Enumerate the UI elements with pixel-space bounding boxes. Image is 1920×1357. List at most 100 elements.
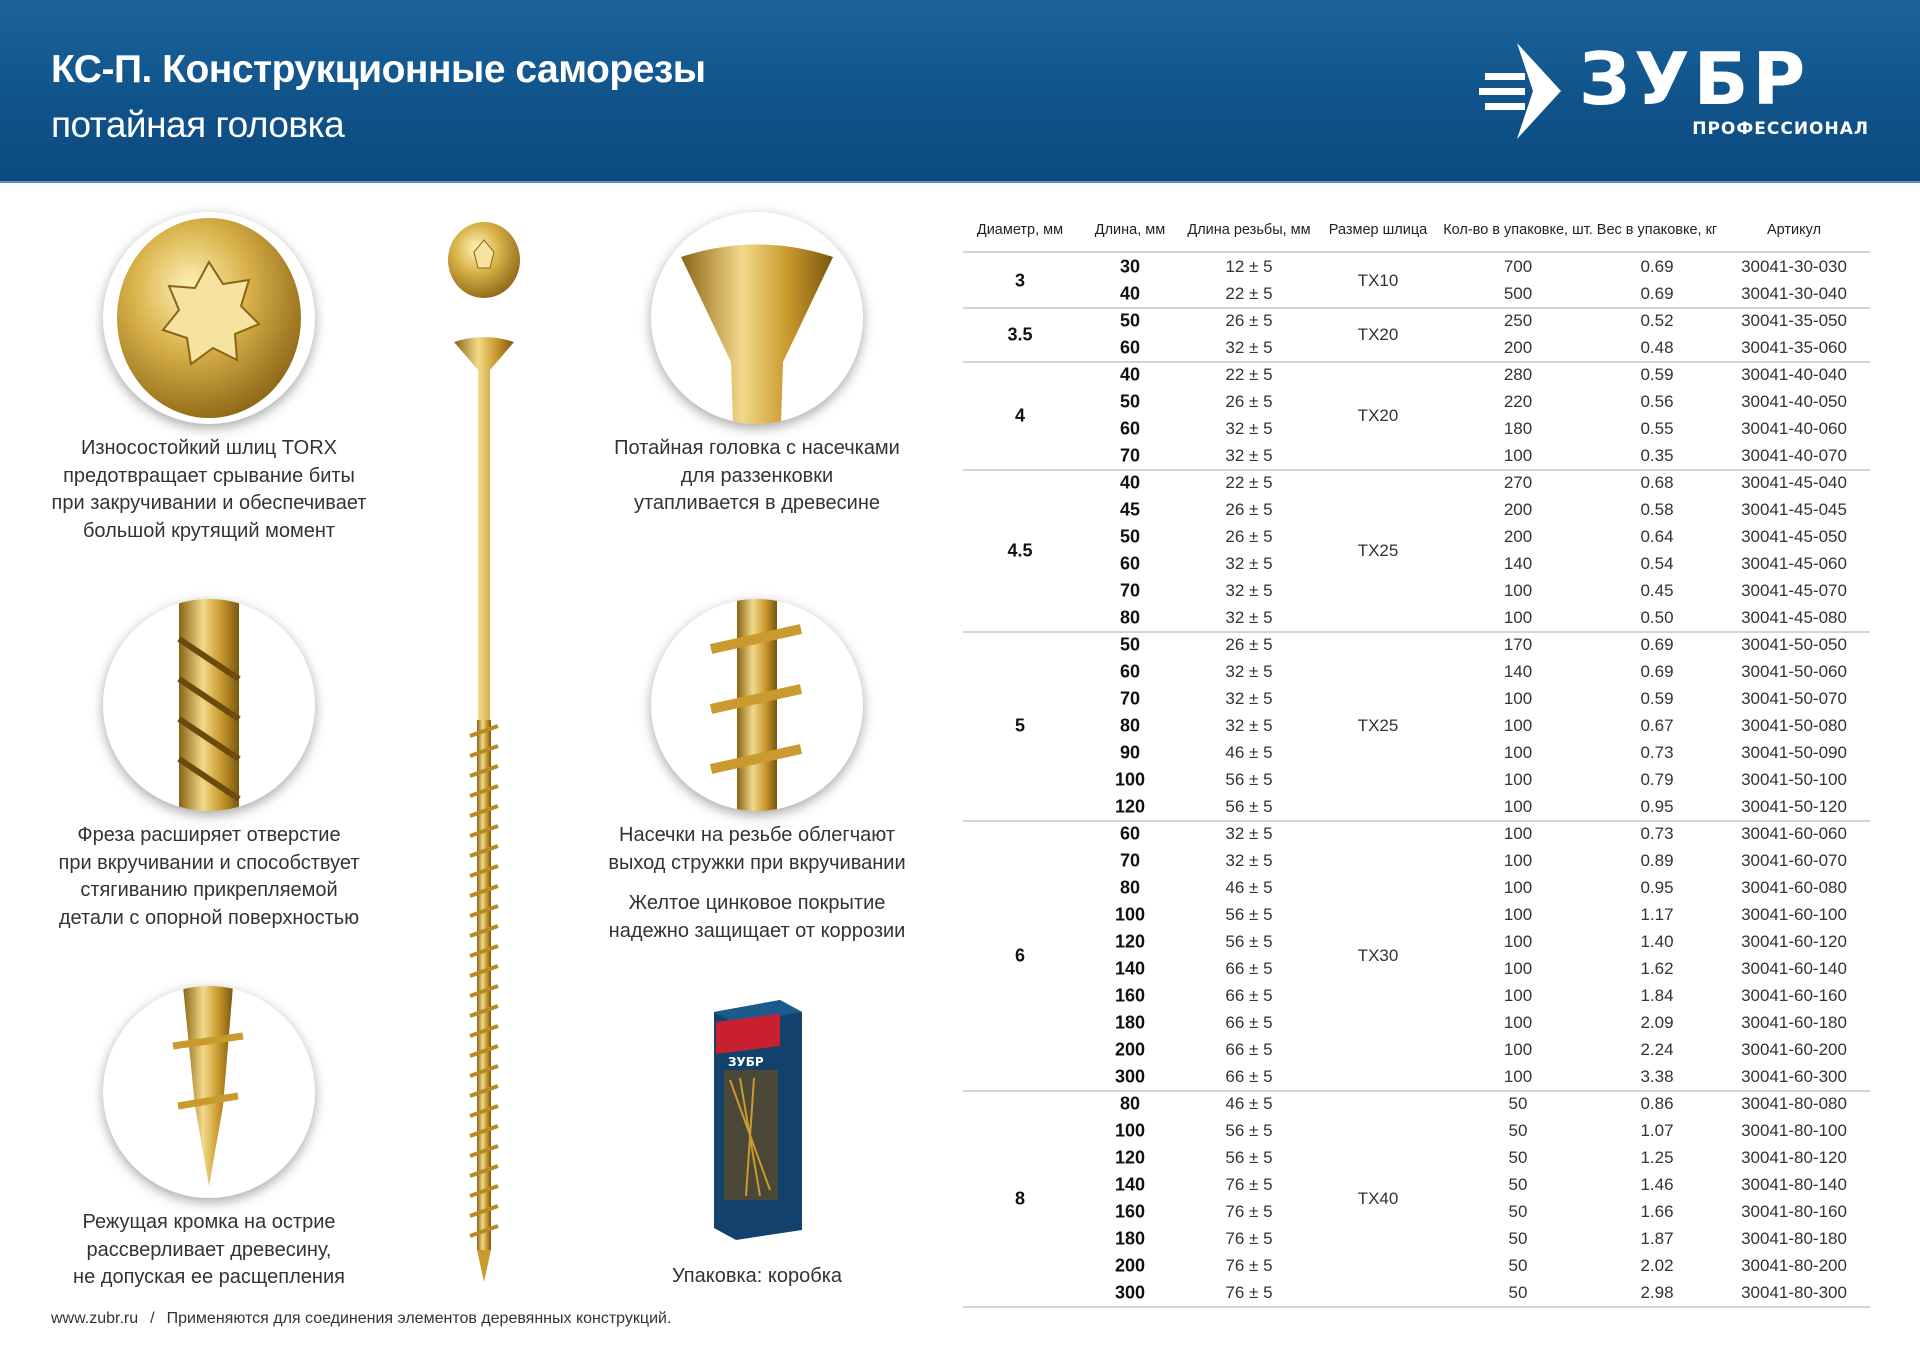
- article-cell: 30041-60-120: [1741, 932, 1847, 951]
- length-cell: 140: [1114, 958, 1146, 979]
- feature-line: выход стружки при вкручивании: [608, 851, 906, 874]
- length-cell: 160: [1114, 1201, 1146, 1222]
- slot-size-cell: TX30: [1357, 945, 1399, 965]
- article-cell: 30041-50-120: [1741, 797, 1847, 816]
- slot-size-cell: TX20: [1357, 405, 1399, 425]
- article-cell: 30041-30-030: [1741, 257, 1847, 276]
- pack-quantity-cell: 50: [1508, 1256, 1528, 1275]
- thread-length-cell: 56 ± 5: [1225, 1121, 1273, 1140]
- pack-quantity-cell: 700: [1503, 257, 1533, 276]
- thread-notches-image: [651, 599, 863, 811]
- screw-thread: [469, 1144, 499, 1158]
- mill-image: [103, 599, 315, 811]
- diameter-cell: 6: [1014, 945, 1026, 965]
- pack-quantity-cell: 140: [1503, 662, 1533, 681]
- column-header-diameter: Диаметр, мм: [976, 222, 1064, 238]
- thread-length-cell: 22 ± 5: [1225, 365, 1273, 384]
- pack-weight-cell: 0.69: [1640, 662, 1674, 681]
- slot-size-cell: TX40: [1357, 1188, 1399, 1208]
- length-cell: 200: [1114, 1255, 1146, 1276]
- pack-quantity-cell: 100: [1503, 986, 1533, 1005]
- pack-weight-cell: 0.48: [1640, 338, 1674, 357]
- slot-size-cell: TX10: [1357, 270, 1399, 290]
- screw-thread: [469, 784, 499, 798]
- pack-weight-cell: 0.67: [1640, 716, 1674, 735]
- length-cell: 70: [1119, 580, 1141, 601]
- article-cell: 30041-60-180: [1741, 1013, 1847, 1032]
- pack-weight-cell: 0.73: [1640, 743, 1674, 762]
- pack-quantity-cell: 100: [1503, 905, 1533, 924]
- feature-coating-text: Желтое цинковое покрытие надежно защищае…: [577, 890, 937, 945]
- length-cell: 200: [1114, 1039, 1146, 1060]
- pack-weight-cell: 0.86: [1640, 1094, 1674, 1113]
- length-cell: 100: [1114, 1120, 1146, 1141]
- thread-length-cell: 32 ± 5: [1225, 419, 1273, 438]
- pack-weight-cell: 1.17: [1640, 905, 1674, 924]
- pack-quantity-cell: 200: [1503, 527, 1533, 546]
- feature-line: предотвращает срывание биты: [63, 464, 355, 487]
- pack-quantity-cell: 100: [1503, 770, 1533, 789]
- screw-thread: [469, 804, 499, 818]
- pack-weight-cell: 1.25: [1640, 1148, 1674, 1167]
- thread-length-cell: 76 ± 5: [1225, 1283, 1273, 1302]
- thread-length-cell: 66 ± 5: [1225, 959, 1273, 978]
- feature-line: Фреза расширяет отверстие: [77, 824, 341, 846]
- pack-quantity-cell: 180: [1503, 419, 1533, 438]
- screw-thread: [469, 1204, 499, 1218]
- website-link[interactable]: www.zubr.ru: [51, 1310, 139, 1327]
- screw-thread: [469, 944, 499, 958]
- article-cell: 30041-45-050: [1741, 527, 1847, 546]
- article-cell: 30041-40-070: [1741, 446, 1847, 465]
- thread-length-cell: 32 ± 5: [1225, 824, 1273, 843]
- pack-weight-cell: 2.24: [1640, 1040, 1674, 1059]
- pack-weight-cell: 0.50: [1640, 608, 1674, 627]
- thread-length-cell: 66 ± 5: [1225, 1067, 1273, 1086]
- length-cell: 70: [1119, 688, 1141, 709]
- pack-weight-cell: 0.68: [1640, 473, 1674, 492]
- pack-quantity-cell: 100: [1503, 824, 1533, 843]
- pack-quantity-cell: 100: [1503, 1013, 1533, 1032]
- pack-weight-cell: 0.73: [1640, 824, 1674, 843]
- screw-thread: [469, 1024, 499, 1038]
- pack-quantity-cell: 100: [1503, 851, 1533, 870]
- pack-weight-cell: 1.46: [1640, 1175, 1674, 1194]
- article-cell: 30041-45-070: [1741, 581, 1847, 600]
- article-cell: 30041-45-060: [1741, 554, 1847, 573]
- footer-note: Применяются для соединения элементов дер…: [166, 1310, 672, 1327]
- screw-thread: [469, 904, 499, 918]
- pack-weight-cell: 0.69: [1640, 635, 1674, 654]
- article-cell: 30041-50-050: [1741, 635, 1847, 654]
- row-divider: [963, 360, 1870, 363]
- length-cell: 70: [1119, 850, 1141, 871]
- screw-thread: [469, 724, 499, 738]
- pack-weight-cell: 3.38: [1640, 1067, 1674, 1086]
- pack-quantity-cell: 100: [1503, 689, 1533, 708]
- length-cell: 60: [1119, 337, 1141, 358]
- length-cell: 50: [1119, 634, 1141, 655]
- pack-weight-cell: 0.55: [1640, 419, 1674, 438]
- screw-thread: [469, 864, 499, 878]
- article-cell: 30041-80-080: [1741, 1094, 1847, 1113]
- thread-length-cell: 32 ± 5: [1225, 716, 1273, 735]
- screw-thread: [469, 1184, 499, 1198]
- feature-line: стягиванию прикрепляемой: [80, 879, 338, 901]
- thread-length-cell: 46 ± 5: [1225, 743, 1273, 762]
- feature-line: рассверливает древесину,: [86, 1238, 332, 1261]
- screw-thread: [469, 1044, 499, 1058]
- article-cell: 30041-80-140: [1741, 1175, 1847, 1194]
- article-cell: 30041-80-160: [1741, 1202, 1847, 1221]
- feature-line: Режущая кромка на острие: [82, 1211, 336, 1233]
- column-header-slot-size: Размер шлица: [1328, 222, 1428, 238]
- footer-separator: /: [150, 1310, 155, 1327]
- feature-line: надежно защищает от коррозии: [608, 919, 906, 942]
- thread-length-cell: 32 ± 5: [1225, 581, 1273, 600]
- pack-weight-cell: 1.40: [1640, 932, 1674, 951]
- pack-weight-cell: 0.59: [1640, 689, 1674, 708]
- length-cell: 160: [1114, 985, 1146, 1006]
- screw-thread: [469, 964, 499, 978]
- pack-quantity-cell: 200: [1503, 500, 1533, 519]
- article-cell: 30041-60-080: [1741, 878, 1847, 897]
- screw-thread: [469, 884, 499, 898]
- package-caption: Упаковка: коробка: [671, 1265, 843, 1287]
- feature-line: Износостойкий шлиц TORX: [80, 437, 338, 459]
